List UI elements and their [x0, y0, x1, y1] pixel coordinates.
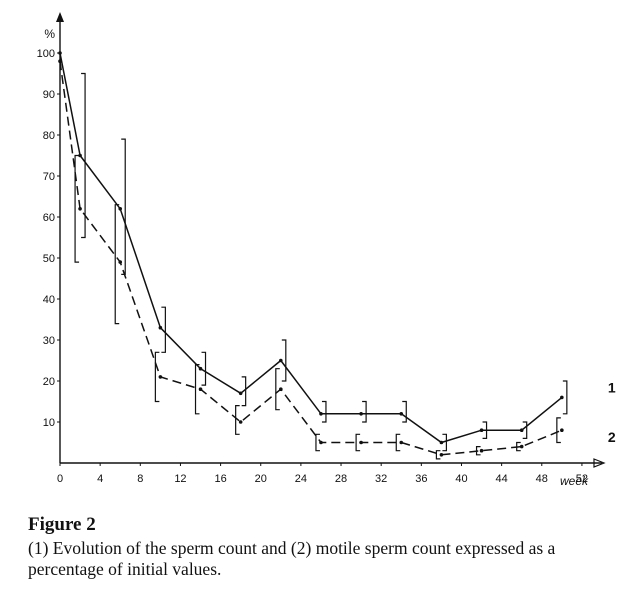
series-1-error-bar: [442, 433, 448, 452]
x-unit-label: week: [560, 474, 589, 488]
series-2-point: [279, 387, 283, 392]
series-1-point: [198, 366, 203, 371]
series-2-point: [359, 440, 363, 445]
figure-caption: Figure 2 (1) Evolution of the sperm coun…: [28, 514, 628, 580]
series-1-error-bar: [321, 400, 327, 423]
series-1-point: [359, 412, 363, 416]
caption-title: Figure 2: [28, 514, 96, 535]
x-tick-label: 28: [335, 473, 347, 485]
series-1-error-bar: [281, 339, 287, 382]
x-tick-label: 52: [576, 473, 588, 485]
x-tick-label: 32: [375, 473, 387, 485]
series-2-error-bar: [435, 450, 441, 460]
y-unit-label: %: [44, 27, 55, 41]
series-2-error-bar: [235, 405, 240, 435]
series-2-error-bar: [194, 364, 200, 415]
series-1-error-bar: [402, 400, 407, 423]
series-2-error-bar: [114, 204, 120, 325]
series-1-label: 1: [608, 379, 616, 395]
series-2-label: 2: [608, 429, 616, 445]
x-tick-label: 24: [295, 473, 307, 485]
series-2-point: [118, 260, 123, 264]
series-1-line: [59, 52, 563, 444]
x-tick-label: 12: [174, 473, 186, 485]
series-2-error-bar: [315, 433, 320, 452]
y-tick-label: 100: [37, 48, 55, 60]
series-2-point: [560, 428, 564, 433]
x-tick-label: 44: [496, 473, 508, 485]
series-1-point: [58, 51, 62, 55]
series-1-error-bar: [522, 421, 528, 439]
series-1-point: [439, 440, 444, 445]
series-2-point: [319, 440, 323, 445]
series-1-point: [399, 412, 404, 416]
y-tick-label: 20: [43, 376, 55, 388]
series-1-error-bar: [201, 351, 207, 386]
series-2-error-bar: [395, 433, 401, 452]
series-1-point: [519, 428, 524, 433]
series-2-point: [519, 444, 524, 449]
series-1-error-bar: [562, 380, 568, 415]
y-tick-label: 30: [43, 335, 55, 347]
series-2-point: [78, 207, 82, 211]
x-tick-label: 48: [536, 473, 548, 485]
series-2-error-bar: [154, 351, 160, 403]
x-tick-label: 20: [255, 473, 267, 485]
y-tick-label: 90: [43, 89, 55, 101]
series-1-error-bar: [482, 421, 488, 439]
series-2-point: [58, 59, 62, 63]
series-2-error-bar: [516, 441, 521, 452]
series-2-point: [158, 375, 163, 379]
series-2-error-bar: [556, 417, 561, 444]
caption-text: (1) Evolution of the sperm count and (2)…: [28, 538, 556, 579]
y-tick-label: 60: [43, 212, 55, 224]
series-1-point: [560, 395, 564, 400]
y-tick-label: 80: [43, 130, 55, 142]
x-tick-label: 40: [455, 473, 467, 485]
x-tick-label: 0: [57, 473, 63, 485]
series-1-point: [319, 412, 323, 416]
series-2-error-bar: [74, 154, 80, 263]
series-1-error-bar: [362, 400, 367, 423]
series-1-point: [238, 391, 243, 396]
x-tick-label: 36: [415, 473, 427, 485]
x-tick-label: 4: [97, 473, 103, 485]
y-tick-label: 70: [43, 171, 55, 183]
series-2-point: [399, 440, 404, 445]
x-tick-label: 16: [214, 473, 226, 485]
y-axis-arrow: [56, 12, 64, 22]
series-1-point: [118, 207, 123, 211]
y-tick-label: 10: [43, 417, 55, 429]
series-2-error-bar: [275, 368, 280, 411]
series-2-point: [479, 448, 484, 453]
series-1-point: [279, 358, 283, 363]
series-1-point: [479, 428, 484, 433]
series-1-error-bar: [161, 306, 166, 353]
series-1-error-bar: [241, 376, 247, 407]
series-1-point: [158, 325, 163, 330]
y-tick-label: 50: [43, 253, 55, 265]
series-2-error-bar: [355, 433, 361, 452]
y-tick-label: 40: [43, 294, 55, 306]
x-axis-arrow: [593, 458, 606, 468]
series-2-line: [59, 61, 563, 456]
series-2-point: [238, 420, 243, 424]
series-1-error-bar: [81, 72, 86, 239]
series-1-point: [78, 153, 82, 158]
x-tick-label: 8: [137, 473, 143, 485]
series-2-point: [198, 387, 203, 392]
series-1-error-bar: [121, 138, 126, 275]
series-2-point: [439, 453, 444, 457]
series-2-error-bar: [475, 446, 481, 456]
